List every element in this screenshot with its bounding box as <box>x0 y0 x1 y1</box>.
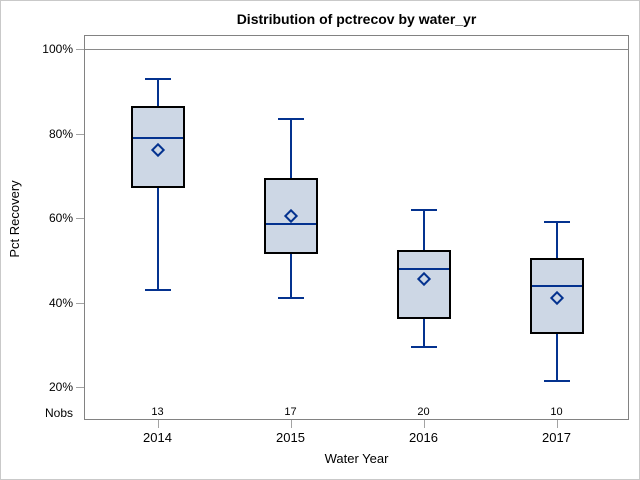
whisker-stem-top <box>156 78 159 107</box>
plot-area <box>84 35 629 420</box>
median-line <box>531 284 582 287</box>
y-axis-tick-label: 60% <box>48 211 73 225</box>
box-iqr <box>396 249 451 320</box>
box-iqr <box>529 258 584 335</box>
median-line <box>398 267 449 270</box>
box-iqr <box>263 177 318 254</box>
x-axis-tick <box>290 420 292 428</box>
x-axis-tick-label: 2017 <box>542 430 571 445</box>
y-axis-title: Pct Recovery <box>7 180 22 258</box>
x-axis-tick <box>423 420 425 428</box>
nobs-value: 17 <box>284 406 297 418</box>
y-axis-tick <box>76 387 84 388</box>
y-axis-tick <box>76 49 84 50</box>
whisker-stem-top <box>422 209 425 250</box>
x-axis-tick <box>556 420 558 428</box>
whisker-cap-top <box>543 221 570 224</box>
median-line <box>132 136 183 139</box>
x-axis-tick <box>157 420 159 428</box>
whisker-stem-bottom <box>555 334 558 381</box>
whisker-cap-bottom <box>277 297 304 300</box>
whisker-stem-bottom <box>422 319 425 347</box>
y-axis-tick-label: 40% <box>48 295 73 310</box>
y-axis-tick <box>76 133 84 135</box>
whisker-cap-bottom <box>410 345 437 348</box>
x-axis-title: Water Year <box>324 451 389 466</box>
x-axis-tick-label: 2015 <box>276 430 305 445</box>
x-axis-tick-label: 2014 <box>143 430 172 445</box>
whisker-stem-top <box>289 118 292 178</box>
whisker-stem-bottom <box>156 188 159 290</box>
y-axis-tick-label: 20% <box>48 380 73 394</box>
nobs-value: 20 <box>417 406 430 418</box>
top-reference-line <box>85 49 628 50</box>
whisker-cap-top <box>277 117 304 120</box>
whisker-cap-bottom <box>543 379 570 382</box>
chart-title: Distribution of pctrecov by water_yr <box>236 11 477 27</box>
y-axis-tick-label: 80% <box>48 126 73 141</box>
y-axis-tick-label: 100% <box>42 42 73 56</box>
median-line <box>265 223 316 226</box>
whisker-cap-top <box>410 208 437 211</box>
whisker-stem-bottom <box>289 253 292 299</box>
y-axis-tick <box>76 302 84 304</box>
whisker-cap-bottom <box>144 288 171 291</box>
box-iqr <box>130 106 185 189</box>
nobs-value: 10 <box>550 406 563 418</box>
y-axis-tick <box>76 218 84 219</box>
whisker-cap-top <box>144 77 171 80</box>
whisker-stem-top <box>555 222 558 259</box>
nobs-value: 13 <box>151 406 164 418</box>
nobs-row-label: Nobs <box>44 406 73 420</box>
x-axis-tick-label: 2016 <box>409 430 438 445</box>
